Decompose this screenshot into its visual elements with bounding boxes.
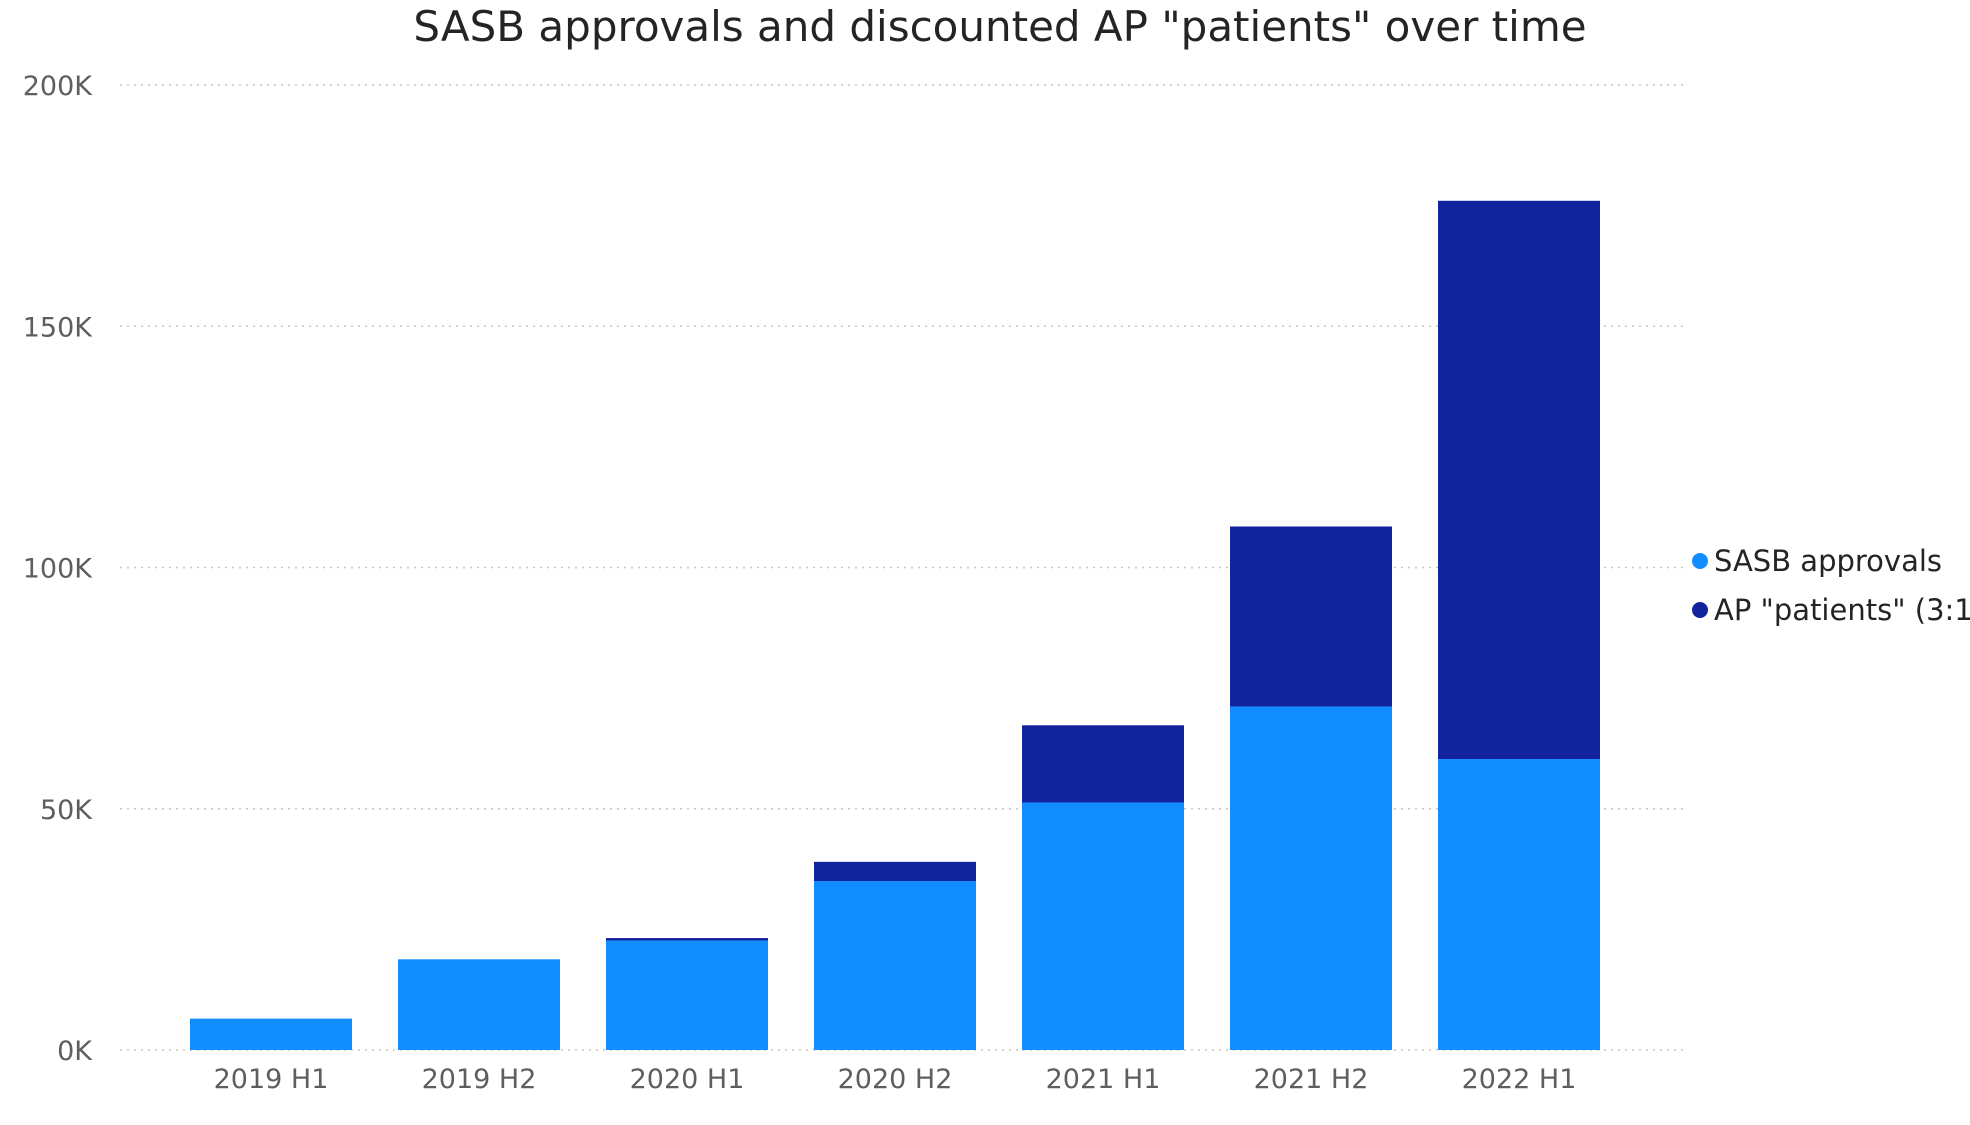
x-tick-label: 2020 H2: [838, 1064, 953, 1095]
legend: SASB approvals AP "patients" (3:1): [1692, 544, 1970, 627]
bar-segment-sasb: [1438, 759, 1600, 1050]
chart-title: SASB approvals and discounted AP "patien…: [413, 2, 1587, 51]
bar-segment-sasb: [1022, 802, 1184, 1050]
bar-segment-sasb: [814, 881, 976, 1050]
x-tick-label: 2019 H1: [214, 1064, 329, 1095]
bar-segment-ap: [606, 938, 768, 941]
bar-segment-sasb: [190, 1018, 352, 1050]
y-tick-label: 200K: [23, 71, 94, 102]
x-tick-label: 2020 H1: [630, 1064, 745, 1095]
y-axis: 0K 50K 100K 150K 200K: [23, 71, 94, 1067]
legend-label: SASB approvals: [1714, 544, 1942, 578]
bar-segment-sasb: [1230, 706, 1392, 1050]
x-tick-label: 2021 H1: [1046, 1064, 1161, 1095]
bar-segment-ap: [1230, 526, 1392, 707]
legend-marker: [1692, 602, 1708, 618]
y-tick-label: 100K: [23, 554, 94, 585]
x-tick-label: 2019 H2: [422, 1064, 537, 1095]
bars: [190, 200, 1600, 1050]
bar-segment-sasb: [398, 959, 560, 1050]
x-axis: 2019 H1 2019 H2 2020 H1 2020 H2 2021 H1 2021 …: [214, 1064, 1577, 1095]
legend-marker: [1692, 553, 1708, 569]
x-tick-label: 2022 H1: [1462, 1064, 1577, 1095]
y-tick-label: 0K: [57, 1036, 93, 1067]
y-tick-label: 50K: [40, 795, 93, 826]
y-tick-label: 150K: [23, 312, 94, 343]
bar-segment-ap: [1438, 200, 1600, 760]
legend-label: AP "patients" (3:1): [1714, 593, 1970, 627]
gridlines: [120, 84, 1685, 1051]
bar-segment-ap: [1022, 725, 1184, 803]
bar-segment-ap: [814, 861, 976, 882]
x-tick-label: 2021 H2: [1254, 1064, 1369, 1095]
bar-segment-sasb: [606, 940, 768, 1050]
